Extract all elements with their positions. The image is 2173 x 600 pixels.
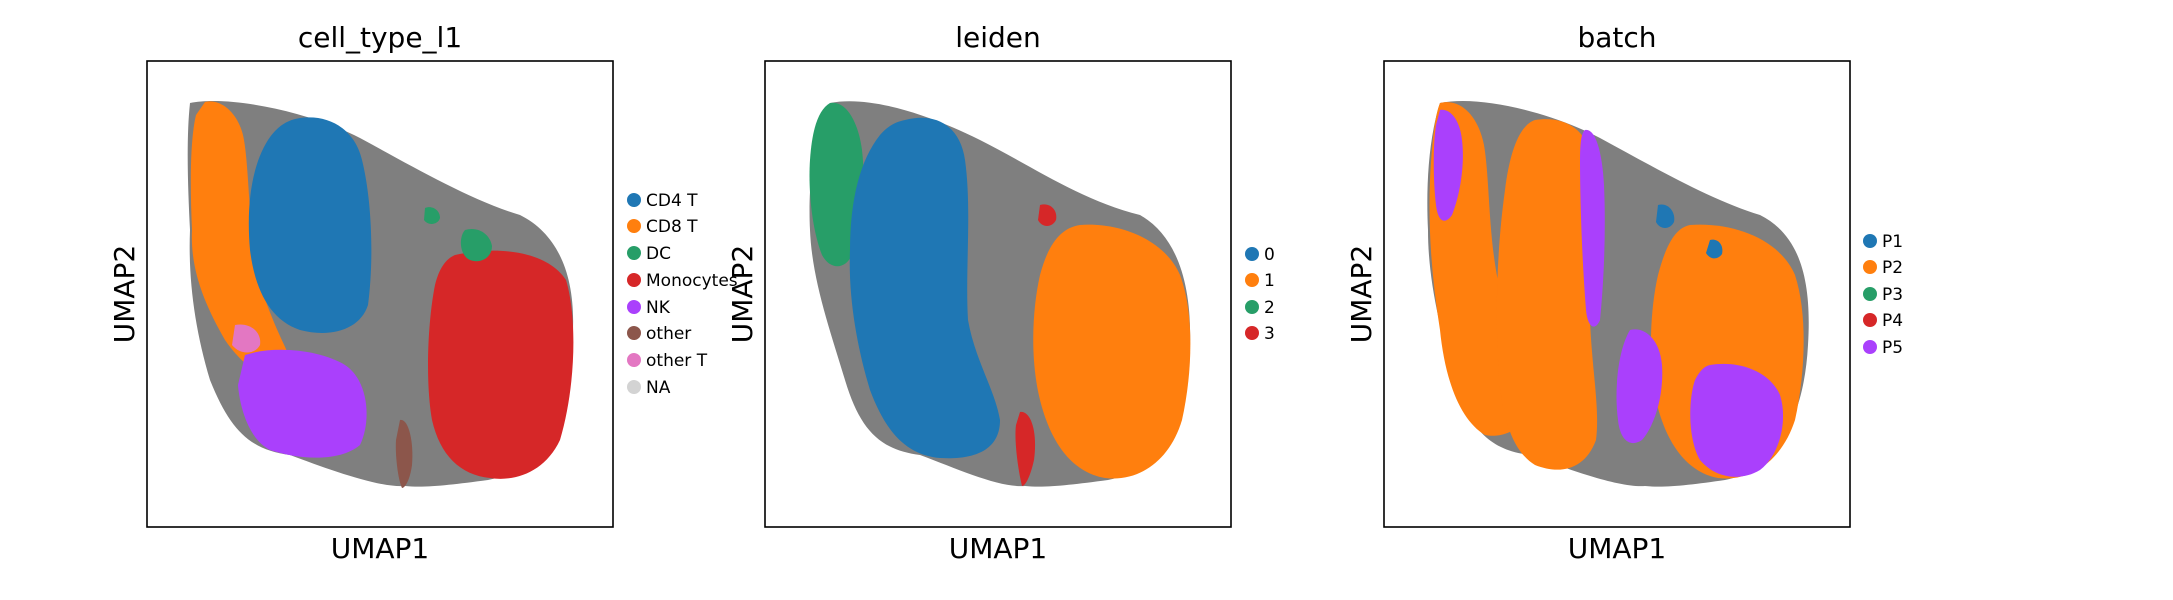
legend-label: NK: [646, 298, 671, 318]
batch-p5-center: [1616, 329, 1663, 444]
legend-marker: [627, 219, 641, 233]
legend-item: P2: [1863, 258, 1903, 278]
cluster-cd4-t: [248, 117, 372, 333]
legend-label: other: [646, 324, 691, 344]
legend-marker: [1863, 313, 1877, 327]
legend-label: other T: [646, 351, 708, 371]
legend-label: 1: [1264, 271, 1275, 291]
legend-label: Monocytes: [646, 271, 738, 291]
legend-marker: [1245, 247, 1259, 261]
legend-marker: [1863, 287, 1877, 301]
batch-p1-mid: [1706, 239, 1723, 259]
legend-marker: [627, 300, 641, 314]
legend-item: P1: [1863, 232, 1903, 252]
legend-item: CD8 T: [627, 217, 698, 237]
y-axis-label: UMAP2: [1345, 245, 1378, 344]
y-axis-label: UMAP2: [726, 245, 759, 344]
plot-frame: [146, 60, 614, 528]
legend-label: P3: [1882, 285, 1903, 305]
panel-cell-type: cell_type_l1 UMAP1 UMAP2 CD4 T CD8 T DC …: [108, 21, 738, 565]
legend-marker: [627, 380, 641, 394]
plot-frame: [1383, 60, 1851, 528]
embedding-plot: [187, 101, 574, 488]
legend-item: 2: [1245, 298, 1275, 318]
panel-title: batch: [1577, 21, 1656, 54]
y-axis-label: UMAP2: [108, 245, 141, 344]
legend-marker: [1245, 326, 1259, 340]
legend: P1 P2 P3 P4 P5: [1863, 232, 1903, 358]
cluster-other-t: [232, 324, 261, 353]
legend-label: NA: [646, 378, 671, 398]
cluster-other: [395, 419, 413, 488]
legend-item: P4: [1863, 311, 1903, 331]
batch-p5-right: [1690, 363, 1784, 477]
legend-label: CD8 T: [646, 217, 698, 237]
legend-item: other T: [627, 351, 708, 371]
cluster-3-bottom: [1015, 411, 1036, 486]
legend-item: NA: [627, 378, 671, 398]
panel-batch: batch UMAP1 UMAP2 P1 P2 P3 P4 P5: [1345, 21, 1903, 565]
cluster-monocytes: [428, 250, 574, 479]
plot-frame: [764, 60, 1232, 528]
legend-marker: [627, 246, 641, 260]
legend-item: CD4 T: [627, 191, 698, 211]
legend-item: 1: [1245, 271, 1275, 291]
x-axis-label: UMAP1: [949, 532, 1048, 565]
legend-item: 3: [1245, 324, 1275, 344]
panel-leiden: leiden UMAP1 UMAP2 0 1 2 3: [726, 21, 1275, 565]
legend-marker: [1245, 300, 1259, 314]
legend-marker: [1863, 260, 1877, 274]
legend-label: 0: [1264, 245, 1275, 265]
cluster-3-top: [1038, 204, 1057, 226]
embedding-plot: [1427, 101, 1809, 487]
legend-item: DC: [627, 244, 671, 264]
legend-marker: [627, 353, 641, 367]
legend-label: P2: [1882, 258, 1903, 278]
legend-marker: [1863, 234, 1877, 248]
x-axis-label: UMAP1: [331, 532, 430, 565]
embedding-plot: [809, 101, 1191, 487]
batch-p1-top: [1656, 204, 1675, 228]
legend-label: CD4 T: [646, 191, 698, 211]
cluster-1: [1033, 224, 1191, 479]
batch-p5-strip: [1580, 129, 1605, 327]
cluster-dc-small: [424, 207, 440, 224]
legend-label: P4: [1882, 311, 1903, 331]
legend-label: P5: [1882, 338, 1903, 358]
legend-label: P1: [1882, 232, 1903, 252]
legend-marker: [627, 193, 641, 207]
legend-item: other: [627, 324, 691, 344]
cluster-nk: [238, 349, 367, 458]
panel-title: cell_type_l1: [298, 21, 462, 54]
batch-p2-mid: [1496, 119, 1598, 470]
legend: 0 1 2 3: [1245, 245, 1275, 344]
legend-label: DC: [646, 244, 671, 264]
legend-item: P3: [1863, 285, 1903, 305]
x-axis-label: UMAP1: [1568, 532, 1667, 565]
legend-item: Monocytes: [627, 271, 738, 291]
cluster-0: [849, 117, 1000, 459]
legend-item: NK: [627, 298, 671, 318]
legend-marker: [1863, 340, 1877, 354]
legend-marker: [627, 326, 641, 340]
legend-marker: [627, 273, 641, 287]
legend-item: 0: [1245, 245, 1275, 265]
legend-marker: [1245, 273, 1259, 287]
batch-p5-left: [1433, 109, 1463, 221]
legend-label: 2: [1264, 298, 1275, 318]
cluster-dc: [460, 228, 492, 262]
cluster-cd8-t: [190, 101, 300, 384]
legend-item: P5: [1863, 338, 1903, 358]
legend: CD4 T CD8 T DC Monocytes NK other other …: [627, 191, 738, 398]
cluster-2: [809, 102, 864, 267]
panel-title: leiden: [955, 21, 1041, 54]
legend-label: 3: [1264, 324, 1275, 344]
